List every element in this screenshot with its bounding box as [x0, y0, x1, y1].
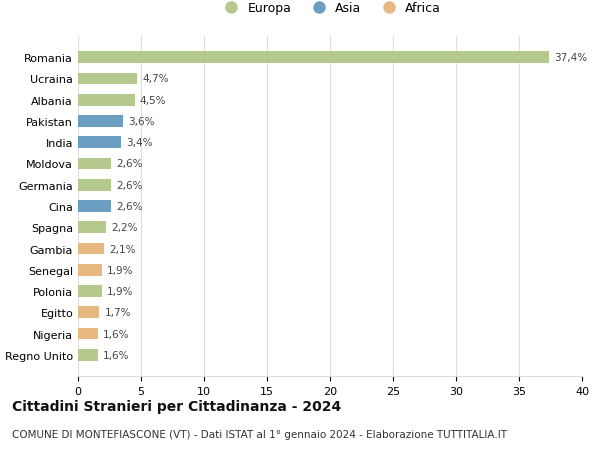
Bar [78, 222, 106, 234]
Text: 2,6%: 2,6% [116, 180, 142, 190]
Bar [78, 116, 124, 128]
Text: 37,4%: 37,4% [554, 53, 587, 63]
Text: 2,6%: 2,6% [116, 159, 142, 169]
Text: 1,9%: 1,9% [107, 286, 133, 297]
Text: COMUNE DI MONTEFIASCONE (VT) - Dati ISTAT al 1° gennaio 2024 - Elaborazione TUTT: COMUNE DI MONTEFIASCONE (VT) - Dati ISTA… [12, 429, 507, 439]
Text: 2,1%: 2,1% [110, 244, 136, 254]
Text: 2,6%: 2,6% [116, 202, 142, 212]
Text: 1,9%: 1,9% [107, 265, 133, 275]
Bar [78, 95, 134, 106]
Bar [78, 73, 137, 85]
Bar [78, 179, 111, 191]
Text: 1,7%: 1,7% [104, 308, 131, 318]
Bar [78, 158, 111, 170]
Text: 1,6%: 1,6% [103, 350, 130, 360]
Bar [78, 201, 111, 213]
Text: 4,5%: 4,5% [140, 95, 166, 106]
Legend: Europa, Asia, Africa: Europa, Asia, Africa [219, 2, 441, 15]
Bar [78, 307, 100, 319]
Text: 3,6%: 3,6% [128, 117, 155, 127]
Bar [78, 264, 102, 276]
Text: 4,7%: 4,7% [142, 74, 169, 84]
Bar [78, 285, 102, 297]
Bar [78, 349, 98, 361]
Text: Cittadini Stranieri per Cittadinanza - 2024: Cittadini Stranieri per Cittadinanza - 2… [12, 399, 341, 413]
Text: 2,2%: 2,2% [111, 223, 137, 233]
Bar [78, 328, 98, 340]
Bar [78, 243, 104, 255]
Bar [78, 52, 549, 64]
Bar [78, 137, 121, 149]
Text: 1,6%: 1,6% [103, 329, 130, 339]
Text: 3,4%: 3,4% [126, 138, 152, 148]
